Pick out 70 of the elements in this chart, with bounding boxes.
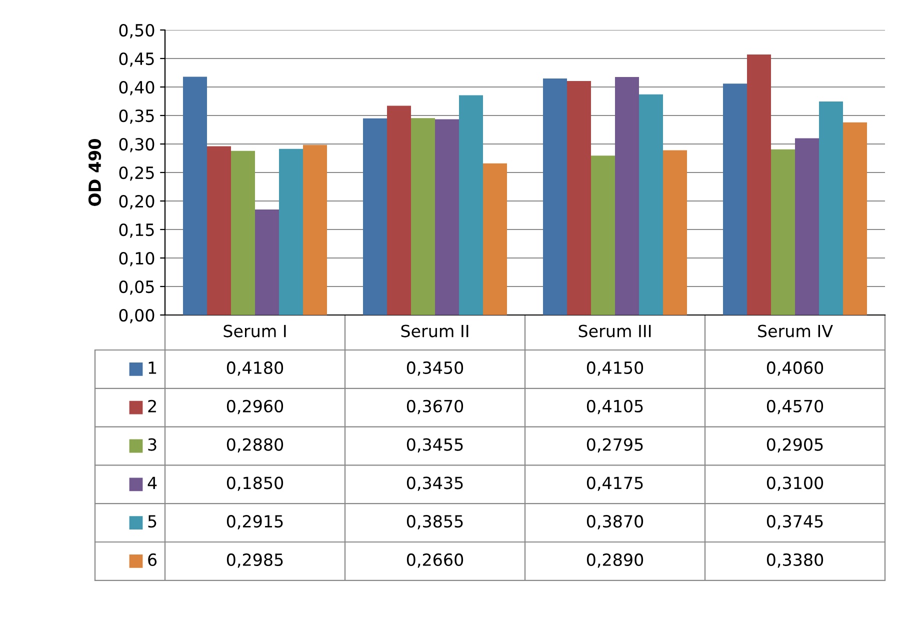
y-tick-label: 0,50 (119, 24, 154, 38)
bar (663, 150, 687, 315)
data-label: 0,2880 (226, 438, 284, 453)
data-label: 0,3450 (406, 361, 464, 376)
data-label: 0,1850 (226, 476, 284, 491)
bar (843, 122, 867, 315)
bar (567, 81, 591, 315)
bar (747, 54, 771, 315)
data-label: 0,2985 (226, 553, 283, 568)
bar (639, 94, 663, 315)
bar (231, 150, 255, 315)
data-label: 0,3870 (586, 515, 644, 530)
data-label: 0,3435 (406, 476, 463, 491)
bar (543, 78, 567, 315)
bar (795, 138, 819, 315)
bar (279, 148, 303, 315)
y-tick-label: 0,15 (119, 223, 154, 238)
legend-label: 3 (148, 438, 156, 451)
y-tick-label: 0,25 (119, 166, 154, 181)
data-label: 0,3855 (406, 515, 463, 530)
data-label: 0,2960 (226, 400, 284, 414)
data-label: 0,4060 (766, 361, 824, 376)
bar (459, 95, 483, 315)
x-tick-label: Serum II (401, 324, 468, 338)
bar (435, 119, 459, 315)
bar (255, 210, 279, 315)
data-label: 0,4105 (586, 400, 643, 414)
y-tick-label: 0,35 (119, 109, 154, 124)
data-label: 0,2660 (406, 553, 464, 568)
bar (723, 84, 747, 315)
data-label: 0,2890 (586, 553, 644, 568)
legend-label: 2 (148, 400, 156, 412)
bar (771, 149, 795, 315)
data-label: 0,3100 (766, 476, 824, 491)
bar (387, 106, 411, 315)
bar (591, 156, 615, 315)
legend-label: 1 (148, 362, 156, 374)
data-label: 0,3745 (766, 515, 823, 530)
data-label: 0,4180 (226, 361, 284, 376)
bar (183, 76, 207, 315)
y-tick-label: 0,45 (119, 52, 154, 67)
data-label: 0,4570 (766, 400, 824, 414)
legend-label: 4 (148, 476, 157, 489)
data-label: 0,2905 (766, 438, 823, 453)
data-label: 0,2795 (586, 438, 643, 453)
bar (207, 146, 231, 315)
legend-label: 6 (148, 553, 157, 566)
x-tick-label: Serum III (578, 324, 651, 338)
y-tick-label: 0,30 (119, 138, 154, 152)
bar (615, 77, 639, 315)
bar (819, 102, 843, 315)
x-tick-label: Serum IV (758, 324, 833, 338)
data-label: 0,3380 (766, 553, 824, 568)
bar (411, 118, 435, 315)
y-axis-title: OD 490 (88, 139, 102, 206)
y-tick-label: 0,10 (119, 252, 154, 266)
data-label: 0,3670 (406, 400, 464, 414)
legend-label: 5 (148, 515, 156, 528)
bar (483, 163, 507, 315)
data-label: 0,3455 (406, 438, 463, 453)
y-tick-label: 0,05 (119, 280, 154, 295)
x-tick-label: Serum I (224, 324, 286, 338)
y-tick-label: 0,40 (119, 80, 154, 96)
bar (303, 144, 327, 315)
data-label: 0,2915 (226, 515, 283, 530)
y-tick-label: 0,20 (119, 194, 154, 210)
y-tick-label: 0,00 (119, 308, 154, 324)
bar (363, 118, 387, 315)
data-label: 0,4175 (586, 476, 643, 491)
data-label: 0,4150 (586, 361, 644, 376)
